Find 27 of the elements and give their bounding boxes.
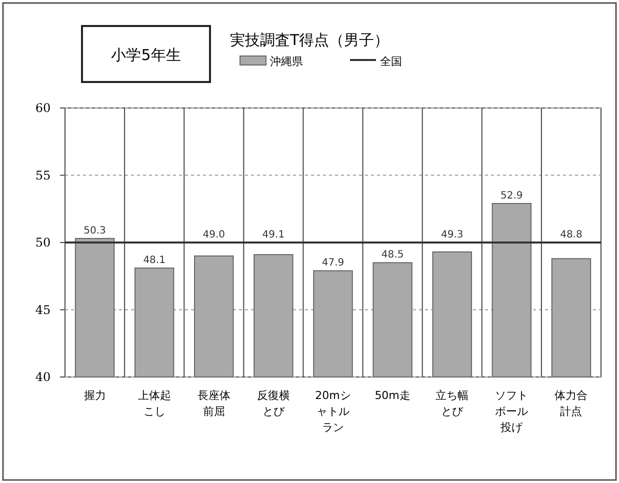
data-label: 49.0	[202, 230, 226, 240]
x-tick-label: 立ち幅とび	[436, 389, 469, 418]
y-tick-label: 40	[35, 370, 51, 384]
data-label: 50.3	[84, 225, 106, 236]
x-tick-label: 50m走	[374, 389, 410, 402]
text: 小学5年生	[111, 46, 181, 64]
data-label: 48.8	[560, 230, 582, 240]
x-tick-label: 20mシャトルラン	[315, 389, 351, 434]
x-tick-label: 反復横とび	[256, 389, 290, 418]
x-tick-label: 体力合計点	[554, 389, 588, 418]
data-label: 48.5	[381, 250, 404, 261]
chart-title: 実技調査T得点（男子）	[230, 31, 390, 49]
legend-label: 全国	[380, 55, 402, 68]
x-tick-label: ソフトボール投げ	[495, 389, 528, 434]
x-tick-label: 上体起こし	[138, 389, 171, 418]
x-tick-label: 握力	[84, 389, 106, 402]
y-tick-label: 60	[35, 101, 51, 115]
y-tick-label: 45	[35, 302, 51, 317]
data-label: 49.1	[262, 230, 285, 240]
y-tick-label: 50	[35, 236, 51, 250]
data-label: 52.9	[500, 190, 523, 202]
data-label: 49.3	[440, 230, 464, 240]
data-label: 47.9	[322, 258, 344, 269]
legend-label: 沖縄県	[270, 55, 303, 68]
data-label: 48.1	[143, 255, 166, 266]
x-tick-label: 長座体前屈	[197, 389, 230, 418]
y-tick-label: 55	[35, 168, 51, 182]
